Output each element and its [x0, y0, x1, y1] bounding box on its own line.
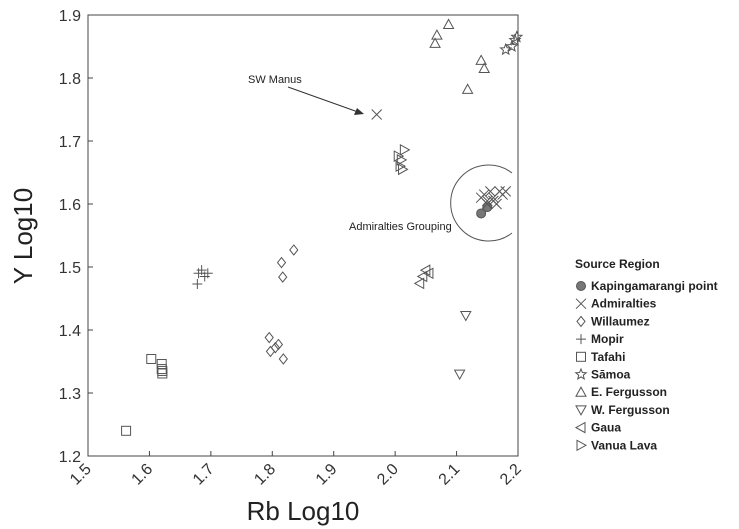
point-tafahi: [146, 353, 157, 364]
point-kapingamarangi-point: [476, 208, 487, 219]
legend: Source Region Kapingamarangi point Admira…: [574, 257, 718, 452]
point-willaumez: [278, 353, 288, 365]
sw-manus-label: SW Manus: [248, 74, 302, 86]
point-e-fergusson: [475, 54, 487, 65]
x-tick-label: 2.1: [436, 461, 464, 489]
point-e-fergusson: [429, 37, 441, 48]
x-tick-label: 2.0: [374, 461, 402, 489]
point-gaua: [422, 267, 434, 280]
point-willaumez: [278, 271, 288, 283]
legend-marker-w-fergusson: [575, 405, 587, 416]
point-willaumez: [270, 341, 280, 354]
point-mopir: [196, 265, 207, 276]
x-tick-label: 2.2: [497, 461, 525, 489]
point-vanua-lava: [398, 163, 409, 176]
legend-label-vanua-lava: Vanua Lava: [591, 438, 657, 452]
point-w-fergusson: [459, 311, 472, 322]
point-e-fergusson: [442, 18, 455, 29]
point-willaumez: [289, 244, 299, 256]
point-s-moa: [510, 30, 524, 43]
y-tick-label: 1.9: [59, 8, 81, 25]
y-axis-ticks: 1.2 1.3 1.4 1.5 1.6 1.7 1.8 1.9: [59, 8, 93, 466]
legend-marker-vanua-lava: [576, 439, 588, 452]
x-axis-title: Rb Log10: [247, 496, 360, 526]
point-admiralties: [481, 198, 493, 210]
point-s-moa: [505, 39, 519, 53]
point-vanua-lava: [399, 143, 411, 156]
legend-label-s-moa: Sāmoa: [591, 368, 631, 382]
legend-marker-tafahi: [576, 351, 586, 362]
legend-marker-kapingamarangi-point: [576, 281, 586, 291]
data-points: [121, 18, 524, 436]
point-willaumez: [265, 345, 276, 358]
x-tick-label: 1.7: [190, 461, 218, 489]
point-admiralties: [485, 186, 496, 197]
point-w-fergusson: [453, 369, 466, 381]
point-e-fergusson: [461, 83, 474, 94]
legend-label-e-fergusson: E. Fergusson: [591, 385, 667, 399]
sw-manus-arrow-line: [287, 86, 359, 113]
legend-marker-willaumez: [576, 315, 586, 328]
point-vanua-lava: [393, 150, 405, 162]
point-willaumez: [273, 338, 284, 351]
admiralties-grouping-circle: [450, 164, 513, 242]
legend-marker-s-moa: [574, 367, 588, 381]
point-admiralties: [500, 186, 512, 197]
point-vanua-lava: [395, 160, 407, 173]
sw-manus-arrowhead: [354, 108, 364, 115]
point-vanua-lava: [396, 154, 408, 166]
legend-marker-gaua: [574, 421, 586, 434]
point-gaua: [413, 277, 425, 290]
legend-label-gaua: Gaua: [591, 421, 621, 435]
point-tafahi: [157, 365, 168, 376]
y-tick-label: 1.3: [59, 386, 81, 403]
x-tick-label: 1.8: [251, 461, 279, 489]
point-e-fergusson: [431, 29, 443, 40]
y-tick-label: 1.4: [59, 323, 81, 340]
x-axis-ticks: 1.5 1.6 1.7 1.8 1.9 2.0 2.1 2.2: [67, 451, 525, 489]
point-mopir: [202, 268, 213, 279]
legend-marker-admiralties: [575, 298, 587, 310]
point-mopir: [192, 279, 203, 290]
x-tick-label: 1.6: [129, 461, 157, 489]
legend-label-w-fergusson: W. Fergusson: [591, 403, 670, 417]
legend-label-willaumez: Willaumez: [591, 314, 650, 328]
point-e-fergusson: [478, 62, 491, 74]
admiralties-grouping-label: Admiralties Grouping: [349, 221, 452, 233]
legend-label-tafahi: Tafahi: [591, 350, 625, 364]
point-willaumez: [276, 256, 287, 269]
point-admiralties: [488, 195, 499, 207]
y-axis-title: Y Log10: [8, 188, 38, 284]
legend-label-admiralties: Admiralties: [591, 297, 657, 311]
y-tick-label: 1.6: [59, 197, 81, 214]
plot-area: [87, 14, 519, 457]
legend-title: Source Region: [575, 257, 660, 271]
legend-marker-mopir: [576, 334, 586, 345]
point-willaumez: [264, 331, 274, 344]
point-admiralties: [371, 109, 383, 120]
point-tafahi: [121, 425, 132, 436]
annotations: SW Manus Admiralties Grouping: [248, 74, 513, 242]
legend-label-kapingamarangi-point: Kapingamarangi point: [591, 279, 718, 293]
legend-label-mopir: Mopir: [591, 332, 624, 346]
y-tick-label: 1.8: [59, 71, 81, 88]
point-tafahi: [156, 359, 167, 370]
y-tick-label: 1.7: [59, 134, 81, 151]
legend-marker-e-fergusson: [575, 386, 587, 397]
x-tick-label: 1.9: [313, 461, 341, 489]
y-tick-label: 1.2: [59, 449, 81, 466]
y-tick-label: 1.5: [59, 260, 81, 277]
point-admiralties: [478, 189, 490, 200]
point-tafahi: [157, 368, 168, 379]
